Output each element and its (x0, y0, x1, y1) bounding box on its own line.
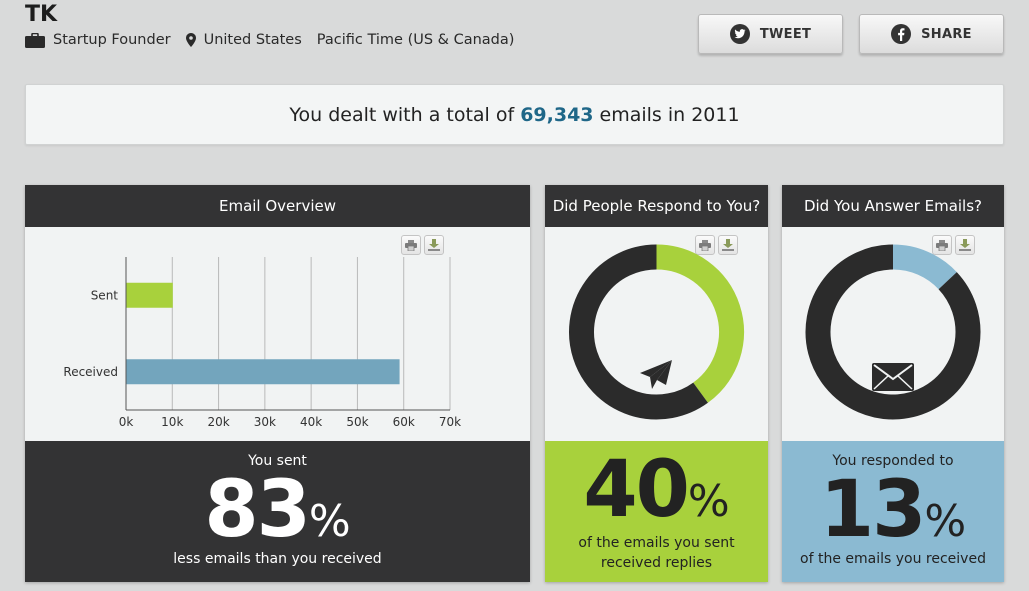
total-count: 69,343 (520, 103, 594, 126)
download-icon[interactable] (424, 235, 444, 255)
sent-stat-figure: 83 % (25, 471, 530, 549)
answer-stat-figure: 13 % (782, 471, 1004, 549)
role-text: Startup Founder (53, 32, 171, 48)
download-icon[interactable] (718, 235, 738, 255)
tweet-button[interactable]: TWEET (698, 14, 843, 54)
chart-tools (932, 235, 975, 255)
respond-stat-unit: % (687, 476, 730, 527)
bar-sent (126, 282, 173, 308)
share-label: SHARE (921, 26, 972, 42)
location-item: United States (185, 32, 302, 48)
paper-plane-icon (640, 360, 672, 389)
print-icon[interactable] (401, 235, 421, 255)
x-tick-label: 0k (119, 415, 134, 429)
respond-stat: 40 % of the emails you sent received rep… (545, 441, 768, 582)
role-item: Startup Founder (25, 32, 171, 48)
respond-chart-area (545, 227, 768, 441)
chart-tools (401, 235, 444, 255)
answer-chart-area (782, 227, 1004, 441)
facebook-icon (891, 24, 912, 44)
respond-stat-value: 40 (583, 445, 690, 535)
respond-stat-bottom-1: of the emails you sent (578, 535, 735, 551)
answer-panel: Did You Answer Emails? You responded to … (782, 185, 1004, 582)
timezone-item: Pacific Time (US & Canada) (317, 32, 515, 48)
x-tick-label: 70k (439, 415, 461, 429)
profile-name: TK (25, 2, 58, 27)
donut-slice-responded (892, 244, 957, 290)
location-text: United States (203, 32, 302, 48)
total-emails-banner: You dealt with a total of 69,343 emails … (25, 84, 1004, 145)
respond-title: Did People Respond to You? (545, 185, 768, 227)
total-suffix: emails in 2011 (599, 103, 740, 126)
answer-stat-unit: % (924, 496, 967, 547)
share-button[interactable]: SHARE (859, 14, 1004, 54)
respond-stat-bottom-2: received replies (600, 555, 713, 571)
email-overview-chart-area: 0k 10k 20k 30k 40k 50k 60k 70k Sent Received (25, 227, 530, 441)
email-overview-panel: Email Overview 0k 10k 20k 30k 40k 50k 60k 70k Se… (25, 185, 530, 582)
x-tick-label: 60k (393, 415, 415, 429)
briefcase-icon (25, 32, 45, 48)
x-tick-label: 50k (346, 415, 368, 429)
answer-donut-chart (805, 244, 981, 420)
x-tick-label: 30k (254, 415, 276, 429)
x-tick-label: 40k (300, 415, 322, 429)
respond-stat-figure: 40 % (545, 441, 768, 529)
chart-tools (695, 235, 738, 255)
bar-received (126, 359, 400, 385)
timezone-text: Pacific Time (US & Canada) (316, 32, 515, 48)
sent-stat-unit: % (308, 496, 351, 547)
twitter-icon (729, 24, 750, 44)
answer-stat-value: 13 (819, 465, 927, 555)
sent-stat-value: 83 (204, 465, 311, 555)
respond-donut-chart (569, 244, 744, 420)
map-pin-icon (185, 33, 196, 47)
profile-meta: Startup Founder United States Pacific Ti… (25, 32, 529, 48)
envelope-icon (872, 363, 914, 391)
total-prefix: You dealt with a total of (289, 103, 515, 126)
donut-slice-not-responded (805, 244, 981, 420)
sent-stat: You sent 83 % less emails than you recei… (25, 441, 530, 582)
respond-panel: Did People Respond to You? 40 % of the e… (545, 185, 768, 582)
tweet-label: TWEET (759, 26, 812, 42)
print-icon[interactable] (932, 235, 952, 255)
x-tick-label: 20k (207, 415, 229, 429)
answer-stat-top: You responded to (832, 453, 954, 469)
donut-slice-received-replies (656, 244, 744, 403)
x-tick-label: 10k (161, 415, 183, 429)
download-icon[interactable] (955, 235, 975, 255)
answer-title: Did You Answer Emails? (782, 185, 1004, 227)
print-icon[interactable] (695, 235, 715, 255)
answer-stat-bottom: of the emails you received (800, 551, 986, 567)
category-label: Received (63, 365, 118, 379)
sent-stat-top: You sent (248, 453, 307, 469)
answer-stat: You responded to 13 % of the emails you … (782, 441, 1004, 582)
email-overview-bar-chart: 0k 10k 20k 30k 40k 50k 60k 70k Sent Received (63, 257, 461, 429)
sent-stat-bottom: less emails than you received (173, 551, 382, 567)
category-label: Sent (91, 288, 119, 302)
donut-slice-no-reply (569, 244, 708, 420)
email-overview-title: Email Overview (25, 185, 530, 227)
